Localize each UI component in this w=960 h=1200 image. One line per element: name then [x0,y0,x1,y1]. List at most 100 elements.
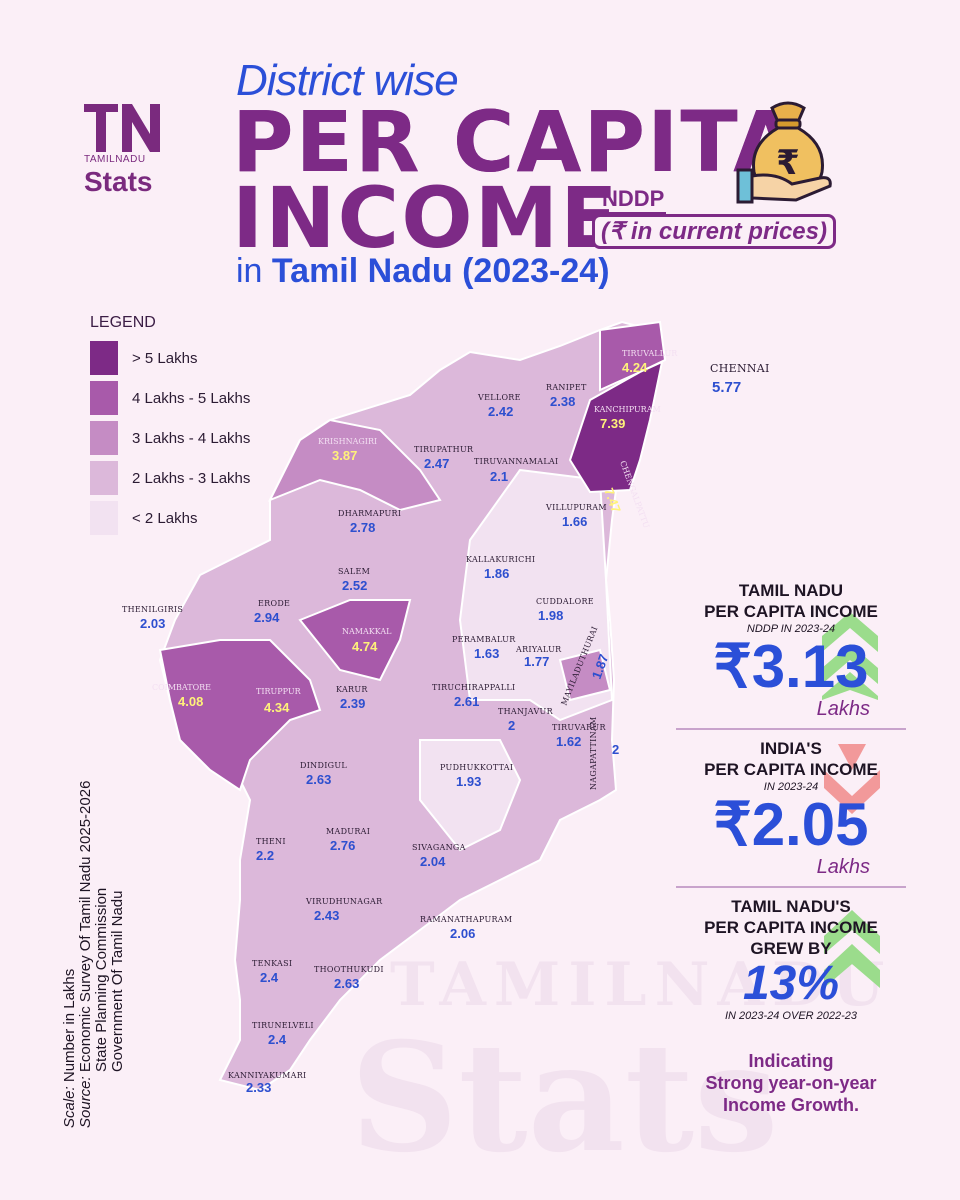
legend-swatch [90,461,118,495]
source-text1: Economic Survey Of Tamil Nadu 2025-2026 [77,780,94,1073]
district-value: 5.77 [712,379,741,396]
region-pudhukkottai [419,739,522,852]
district-value: 2.06 [450,926,475,941]
district-value: 4.24 [622,360,648,375]
district-value: 7.39 [600,416,625,431]
district-value: 2.42 [488,404,513,419]
up-arrows-icon-1 [822,612,878,700]
tn-value: ₹3.13 [713,633,869,700]
district-name: TIRUVANNAMALAI [474,457,558,466]
legend-swatch [90,501,118,535]
down-arrows-icon [824,744,880,814]
district-value: 2.63 [306,772,331,787]
district-name: KALLAKURICHI [466,555,535,564]
district-value: 2.33 [246,1080,271,1095]
district-value: 2.39 [340,696,365,711]
title-prices: (₹ in current prices) [592,214,836,249]
india-unit: Lakhs [816,856,870,878]
district-value: 1.77 [524,654,549,669]
title-line4-bold: Tamil Nadu (2023-24) [271,252,610,290]
title-nddp: NDDP [600,186,667,215]
region-krishnagiri [267,418,442,512]
svg-text:₹: ₹ [776,143,800,183]
growth-title1: TAMIL NADU'S [731,897,851,916]
district-value: 2.52 [342,578,367,593]
title-line3: INCOME [232,169,620,267]
district-name: CUDDALORE [536,597,594,606]
up-arrows-icon-2 [824,910,880,988]
logo-small-text: TAMILNADU [84,154,146,165]
india-title2: PER CAPITA INCOME [704,760,878,779]
district-name: SIVAGANGA [412,843,466,852]
growth-value: 13% [742,957,840,1010]
legend-swatch [90,341,118,375]
tn-sub: NDDP IN 2023-24 [746,623,836,635]
tn-title1: TAMIL NADU [738,581,844,600]
district-name: RAMANATHAPURAM [420,915,512,924]
district-value: 2.76 [330,838,355,853]
district-name: KRISHNAGIRI [318,437,377,446]
region-coimbatore-tiruppur [158,639,322,792]
title-line4: in Tamil Nadu (2023-24) [236,252,610,291]
legend-label: 4 Lakhs - 5 Lakhs [132,389,251,407]
legend-label: > 5 Lakhs [132,349,198,367]
district-name: VIRUDHUNAGAR [305,897,383,906]
district-name: THANJAVUR [498,707,554,716]
district-name: MADURAI [326,827,370,836]
title-line2: PER CAPITA [232,93,801,191]
tn-income-block: TAMIL NADU PER CAPITA INCOME NDDP IN 202… [676,580,906,720]
background-watermark: TAMILNADU Stats [330,820,890,1200]
district-value: 2.4 [268,1032,287,1047]
legend-label: < 2 Lakhs [132,509,198,527]
tn-logo-icon [84,104,160,152]
district-value: 2.03 [140,616,165,631]
india-value: ₹2.05 [713,791,869,858]
district-value: 2 [508,718,515,733]
district-value: 2.04 [420,854,446,869]
district-name: DHARMAPURI [338,509,401,518]
legend-item: < 2 Lakhs [90,498,250,538]
district-name: VILLUPURAM [545,503,607,512]
scale-line: Scale: Number in Lakhs [61,781,78,1128]
district-name: TIRUCHIRAPPALLI [432,683,515,692]
district-name: KANNIYAKUMARI [228,1071,307,1080]
divider [676,728,906,730]
legend-item: 2 Lakhs - 3 Lakhs [90,458,250,498]
district-name: TIRUNELVELI [252,1021,314,1030]
legend-label: 3 Lakhs - 4 Lakhs [132,429,251,447]
growth-title3: GREW BY [750,939,832,958]
legend-item: 3 Lakhs - 4 Lakhs [90,418,250,458]
district-name: TENKASI [252,959,292,968]
growth-sub: IN 2023-24 OVER 2022-23 [724,1010,858,1022]
source-label: Source: [77,1076,94,1128]
district-value: 2.78 [350,520,375,535]
district-name: COIMBATORE [152,683,211,692]
district-name: NAGAPATTINAM [589,717,598,790]
district-name: TIRUPATHUR [414,445,474,454]
region-namakkal [298,599,412,682]
growth-block: TAMIL NADU'S PER CAPITA INCOME GREW BY 1… [676,896,906,1023]
district-value: 2.43 [314,908,339,923]
note-line1: Indicating [748,1051,834,1071]
note-line2: Strong year-on-year [705,1073,877,1093]
growth-note: Indicating Strong year-on-year Income Gr… [676,1050,906,1116]
district-name: TIRUVARUR [552,723,606,732]
district-name: KARUR [336,685,368,694]
district-value: 2.1 [490,469,508,484]
district-name: PUDHUKKOTTAI [440,763,513,772]
map-legend: LEGEND > 5 Lakhs 4 Lakhs - 5 Lakhs 3 Lak… [90,314,250,538]
legend-label: 2 Lakhs - 3 Lakhs [132,469,251,487]
legend-swatch [90,381,118,415]
district-value: 2.38 [550,394,575,409]
source-line2: State Planning Commission [93,887,110,1072]
district-name: PERAMBALUR [452,635,516,644]
district-value: 2.61 [454,694,479,709]
district-name: CHENNAI [710,362,770,375]
title-line1: District wise [236,56,459,105]
district-value: 2.63 [334,976,359,991]
district-value: 2.94 [254,610,280,625]
watermark-big: Stats [350,1010,779,1186]
source-line3: Government Of Tamil Nadu [109,890,126,1072]
district-name: TIRUPPUR [256,687,302,696]
district-value: 2.47 [424,456,449,471]
